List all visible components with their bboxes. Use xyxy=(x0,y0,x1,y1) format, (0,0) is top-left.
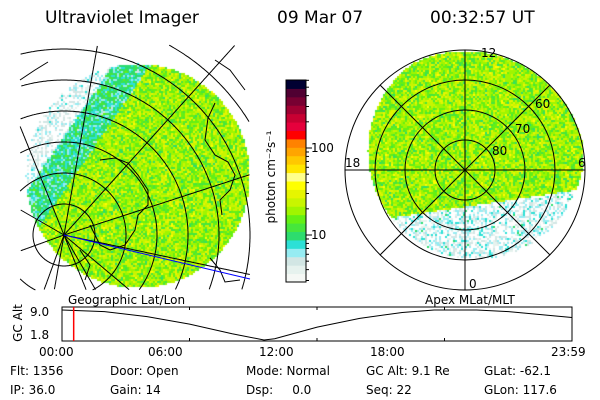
colorbar-swatch xyxy=(286,88,306,98)
date-label: 09 Mar 07 xyxy=(277,8,364,28)
colorbar-swatch xyxy=(286,223,306,232)
right-map-label: Apex MLat/MLT xyxy=(425,293,515,307)
colorbar-swatch xyxy=(286,239,306,249)
colorbar-swatch xyxy=(286,122,306,131)
coastline xyxy=(19,61,49,81)
mlt-label-12: 12 xyxy=(481,46,497,60)
latitude-circle xyxy=(19,172,127,235)
colorbar-unit-label: photon cm⁻²s⁻¹ xyxy=(264,130,278,224)
colorbar-swatch xyxy=(286,113,306,123)
seq-value: Seq: 22 xyxy=(366,383,412,397)
colorbar-frame xyxy=(285,79,307,283)
colorbar-tick-10: 10 xyxy=(311,228,327,242)
colorbar-swatch xyxy=(286,138,306,148)
meridian-line xyxy=(63,234,130,291)
alt-xtick-3: 18:00 xyxy=(370,345,405,359)
plot-frame xyxy=(61,306,573,342)
meridian-line xyxy=(43,234,65,290)
colorbar-swatch xyxy=(286,206,306,216)
colorbar-swatch xyxy=(286,248,306,258)
colorbar-swatch xyxy=(286,189,306,199)
instrument-title: Ultraviolet Imager xyxy=(45,8,199,28)
mlt-line-diagonal xyxy=(379,84,551,256)
meridian-line xyxy=(20,234,65,252)
meridian-line xyxy=(63,234,87,290)
meridian-line xyxy=(63,234,96,290)
colorbar-tick-100: 100 xyxy=(311,141,334,155)
ip-value: IP: 36.0 xyxy=(10,383,56,397)
colorbar-swatch xyxy=(286,256,306,266)
latitude-circle xyxy=(92,235,127,291)
orbit-track-line xyxy=(63,234,251,280)
lat-label-70: 70 xyxy=(515,122,531,136)
colorbar-swatch xyxy=(286,172,306,182)
alt-xtick-0: 00:00 xyxy=(39,345,74,359)
colorbar-swatch xyxy=(286,181,306,190)
colorbar-swatch xyxy=(286,80,306,89)
coastline xyxy=(89,157,149,251)
alt-xtick-2: 12:00 xyxy=(259,345,294,359)
latitude-circle xyxy=(241,235,251,290)
latitude-circle xyxy=(208,235,220,290)
geographic-grid xyxy=(19,44,251,291)
glon-value: GLon: 117.6 xyxy=(484,383,557,397)
magnetic-grid xyxy=(344,49,586,291)
colorbar-swatch xyxy=(286,96,306,106)
time-label: 00:32:57 UT xyxy=(430,8,535,28)
meridian-line xyxy=(63,45,98,236)
coastline xyxy=(204,102,236,216)
meridian-line xyxy=(20,209,65,236)
latitude-circle xyxy=(168,44,250,122)
mode-value: Mode: Normal xyxy=(246,364,330,378)
alt-ylabel: GC Alt xyxy=(11,304,25,342)
latitude-circle xyxy=(21,79,220,235)
colorbar-swatch xyxy=(286,214,306,224)
left-map-label: Geographic Lat/Lon xyxy=(68,293,186,307)
meridian-line xyxy=(63,45,235,236)
colorbar-swatch xyxy=(286,231,306,241)
latitude-circle xyxy=(20,141,158,235)
mlt-label-18: 18 xyxy=(345,156,361,170)
alt-ytick-1: 1.8 xyxy=(30,328,50,342)
latitude-circle xyxy=(20,48,251,235)
latitude-circle xyxy=(138,235,158,290)
colorbar-swatch xyxy=(286,147,306,157)
meridian-line xyxy=(53,234,65,290)
dsp-value: Dsp: 0.0 xyxy=(246,383,312,397)
mlt-label-6: 6 xyxy=(578,156,586,170)
latitude-circle xyxy=(19,278,36,291)
meridian-line xyxy=(19,126,65,236)
mlt-label-0: 0 xyxy=(469,277,477,291)
coastline xyxy=(214,59,246,91)
colorbar-swatch xyxy=(286,273,306,283)
colorbar-swatch xyxy=(286,155,306,165)
colorbar xyxy=(285,79,312,283)
flight-number: Flt: 1356 xyxy=(10,364,64,378)
gain-value: Gain: 14 xyxy=(110,383,161,397)
alt-xtick-4: 23:59 xyxy=(551,345,586,359)
alt-xtick-1: 06:00 xyxy=(148,345,183,359)
alt-ytick-9: 9.0 xyxy=(30,305,50,319)
altitude-curve xyxy=(61,309,572,341)
altitude-plot xyxy=(61,306,573,342)
lat-label-80: 80 xyxy=(492,144,508,158)
door-status: Door: Open xyxy=(110,364,179,378)
gc-alt-value: GC Alt: 9.1 Re xyxy=(366,364,450,378)
colorbar-swatch xyxy=(286,130,306,140)
colorbar-swatch xyxy=(286,164,306,174)
coastline xyxy=(79,249,91,281)
colorbar-swatch xyxy=(286,105,306,115)
colorbar-swatch xyxy=(286,265,306,275)
latitude-circle xyxy=(20,110,189,235)
lat-label-60: 60 xyxy=(535,97,551,111)
glat-value: GLat: -62.1 xyxy=(484,364,551,378)
coastline xyxy=(209,257,241,283)
meridian-line xyxy=(63,174,250,236)
colorbar-swatch xyxy=(286,197,306,207)
latitude-circle xyxy=(175,235,189,290)
